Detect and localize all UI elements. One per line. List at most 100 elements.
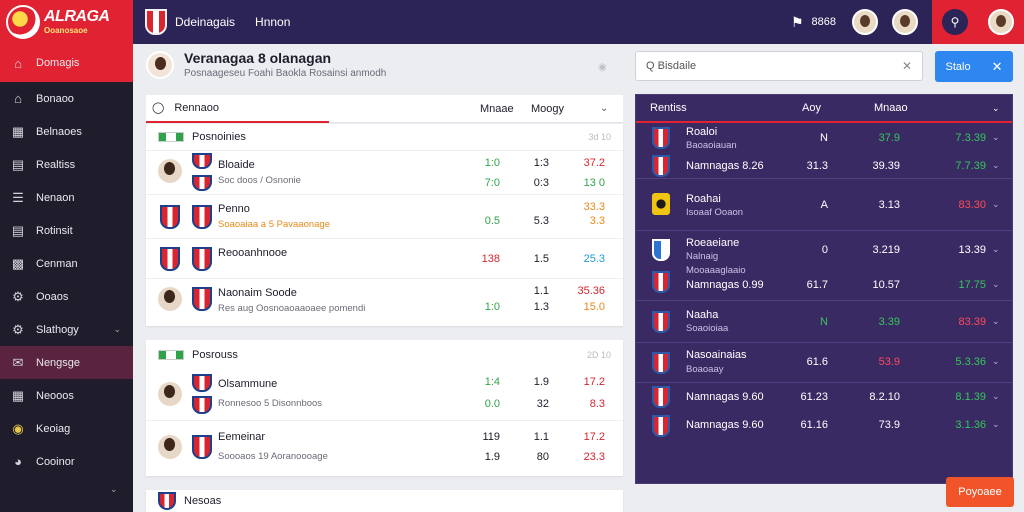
- sidebar-item-5[interactable]: ▤ Rotinsit: [0, 214, 133, 247]
- chevron-down-icon[interactable]: ⌄: [992, 419, 1000, 429]
- odds-value[interactable]: 15.0: [583, 301, 605, 313]
- column-header[interactable]: Rentiss: [650, 102, 687, 114]
- odds-value[interactable]: 7:0: [484, 177, 500, 189]
- table-row[interactable]: Naonaim Soode Res aug Oosnoaoaaoaee pome…: [146, 278, 623, 324]
- odds-value[interactable]: 37.2: [583, 157, 605, 169]
- table-row[interactable]: Penno Soaoaiaa a 5 Pavaaonage 0.5 5.3 33…: [146, 194, 623, 238]
- list-item[interactable]: Namnagas 9.60 61.23 8.2.10 8.1.39 ⌄: [636, 383, 1012, 413]
- sidebar-item-0[interactable]: ⌂ Domagis: [0, 44, 133, 82]
- sidebar-item-11[interactable]: ◉ Keoiag: [0, 412, 133, 445]
- sidebar-item-label: Domagis: [36, 57, 80, 69]
- search-bar[interactable]: ✕: [635, 51, 923, 81]
- odds-value[interactable]: 5.3: [533, 215, 549, 227]
- chevron-down-icon[interactable]: ⌄: [992, 244, 1000, 254]
- odds-value[interactable]: 80: [536, 451, 549, 463]
- floating-action-button[interactable]: Poyoaee: [946, 477, 1014, 507]
- match-group: Posnoinies 3d 10 Bloaide Soc doos / Osno…: [146, 124, 623, 326]
- list-item[interactable]: Namnagas 8.26 31.3 39.39 7.7.39 ⌄: [636, 153, 1012, 179]
- more-icon[interactable]: ◉: [598, 62, 607, 73]
- sidebar-item-7[interactable]: ⚙ Ooaos: [0, 280, 133, 313]
- sidebar-item-4[interactable]: ☰ Nenaon: [0, 181, 133, 214]
- sidebar-item-12[interactable]: ◕ Cooinor: [0, 445, 133, 478]
- odds-value[interactable]: 1.9: [533, 376, 549, 388]
- odds-value[interactable]: 35.36: [577, 285, 605, 297]
- sidebar-item-8[interactable]: ⚙ Slathogy ⌄: [0, 313, 133, 346]
- sidebar-item-1[interactable]: ⌂ Bonaoo: [0, 82, 133, 115]
- avatar[interactable]: [852, 9, 878, 35]
- odds-value[interactable]: 0.0: [484, 398, 500, 410]
- odds-value[interactable]: 25.3: [583, 253, 605, 265]
- row-sub: Nalnaig: [686, 251, 719, 262]
- table-row[interactable]: Reooanhnooe 138 1.5 25.3: [146, 238, 623, 278]
- table-row[interactable]: Bloaide Soc doos / Osnonie 1:0 1:3 37.2 …: [146, 150, 623, 194]
- odds-value[interactable]: 8.3: [589, 398, 605, 410]
- odds-value[interactable]: 1.9: [484, 451, 500, 463]
- tab-active[interactable]: ◯ Rennaoo: [146, 95, 329, 123]
- column-header[interactable]: Mnaae: [480, 102, 514, 115]
- chevron-down-icon[interactable]: ⌄: [992, 391, 1000, 401]
- sidebar-item-3[interactable]: ▤ Realtiss: [0, 148, 133, 181]
- list-item[interactable]: Roeaeiane Nalnaig 0 3.219 13.39 ⌄: [636, 231, 1012, 265]
- odds-value[interactable]: 1.3: [533, 301, 549, 313]
- list-item[interactable]: Roahai Isoaaf Ooaon A 3.13 83.30 ⌄: [636, 179, 1012, 231]
- building-icon: ⌂: [14, 91, 22, 106]
- sidebar-item-6[interactable]: ▩ Cenman: [0, 247, 133, 280]
- list-item[interactable]: Naaha Soaoioiaa N 3.39 83.39 ⌄: [636, 301, 1012, 343]
- close-icon[interactable]: ✕: [901, 59, 912, 73]
- row-value: 31.3: [806, 160, 828, 172]
- avatar[interactable]: [146, 50, 174, 79]
- avatar[interactable]: [892, 9, 918, 35]
- chevron-down-icon[interactable]: ⌄: [992, 160, 1000, 170]
- chevron-down-icon[interactable]: ⌄: [992, 279, 1000, 289]
- sidebar-item-2[interactable]: ▦ Belnaoes: [0, 115, 133, 148]
- list-item[interactable]: Roaloi Baoaoiauan N 37.9 7.3.39 ⌄: [636, 123, 1012, 153]
- odds-value[interactable]: 138: [481, 253, 500, 265]
- odds-value[interactable]: 0.5: [484, 215, 500, 227]
- search-icon[interactable]: ⚲: [942, 9, 968, 35]
- brand[interactable]: ALRAGA Ooanosaoe: [0, 0, 133, 44]
- odds-value[interactable]: 1.5: [533, 253, 549, 265]
- sidebar-item-10[interactable]: ▦ Neooos: [0, 379, 133, 412]
- chevron-down-icon[interactable]: ⌄: [110, 484, 118, 494]
- group-header[interactable]: Posnoinies 3d 10: [146, 124, 623, 150]
- column-header[interactable]: Aoy: [802, 102, 821, 114]
- primary-button[interactable]: Stalo ✕: [935, 51, 1013, 82]
- odds-value[interactable]: 13 0: [583, 177, 605, 189]
- table-row[interactable]: Eemeinar Soooaos 19 Aoranoooage 119 1.1 …: [146, 420, 623, 474]
- column-header[interactable]: Mnaao: [874, 102, 908, 114]
- odds-value[interactable]: 119: [482, 431, 500, 443]
- odds-value[interactable]: 0:3: [533, 177, 549, 189]
- list-item[interactable]: Namnagas 9.60 61.16 73.9 3.1.36 ⌄: [636, 413, 1012, 441]
- user-avatar[interactable]: [988, 9, 1014, 35]
- group-header[interactable]: Posrouss 2D 10: [146, 340, 623, 370]
- chevron-down-icon[interactable]: ⌄: [992, 199, 1000, 209]
- list-item[interactable]: Nasoainaias Boaoaay 61.6 53.9 5.3.36 ⌄: [636, 343, 1012, 383]
- top-nav-link[interactable]: Hnnon: [255, 15, 291, 29]
- odds-value[interactable]: 1.1: [533, 431, 549, 443]
- search-input[interactable]: [646, 60, 902, 72]
- table-row[interactable]: Olsammune Ronnesoo 5 Disonnboos 1:4 1.9 …: [146, 370, 623, 420]
- odds-value[interactable]: 1:3: [533, 157, 549, 169]
- column-header[interactable]: Moogy: [531, 102, 565, 115]
- odds-value[interactable]: 1:0: [484, 301, 500, 313]
- chevron-down-icon[interactable]: ⌄: [992, 102, 1000, 113]
- odds-value[interactable]: 1.1: [533, 285, 549, 297]
- odds-value[interactable]: 33.3: [583, 201, 605, 213]
- odds-value[interactable]: 32: [536, 398, 549, 410]
- chevron-down-icon[interactable]: ⌄: [992, 132, 1000, 142]
- odds-value[interactable]: 1:0: [484, 157, 500, 169]
- odds-value[interactable]: 17.2: [583, 376, 605, 388]
- bell-icon[interactable]: ⚑: [790, 13, 804, 30]
- chevron-down-icon[interactable]: ⌄: [992, 356, 1000, 366]
- odds-value[interactable]: 1:4: [484, 376, 500, 388]
- sidebar-item-9[interactable]: ✉ Nengsge: [0, 346, 133, 379]
- odds-value[interactable]: 3.3: [589, 215, 605, 227]
- chevron-down-icon[interactable]: ⌄: [992, 316, 1000, 326]
- odds-value[interactable]: 17.2: [583, 431, 605, 443]
- odds-value[interactable]: 23.3: [583, 451, 605, 463]
- list-item[interactable]: Mooaaaglaaio Namnagas 0.99 61.7 10.57 17…: [636, 265, 1012, 301]
- club-crest-icon: [192, 205, 212, 229]
- top-title[interactable]: Ddeinagais: [175, 15, 236, 29]
- chevron-down-icon[interactable]: ⌄: [600, 103, 609, 114]
- group-header[interactable]: Nesoas: [146, 490, 623, 512]
